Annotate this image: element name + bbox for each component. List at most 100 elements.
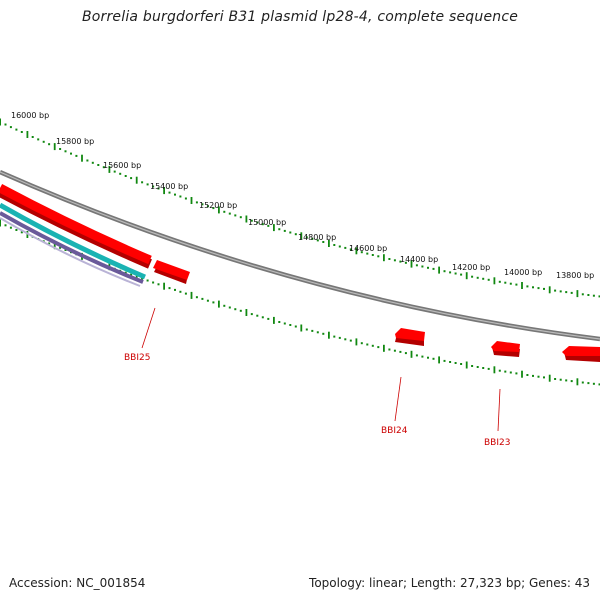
outer-scale-minor-dot — [454, 272, 457, 275]
outer-scale-major-tick — [163, 187, 165, 195]
outer-scale-major-tick — [355, 247, 358, 255]
topology-summary-text: Topology: linear; Length: 27,323 bp; Gen… — [309, 576, 590, 590]
scale-label-14400: 14400 bp — [400, 255, 438, 264]
inner-scale-minor-dot — [311, 329, 314, 332]
inner-scale-minor-dot — [4, 224, 7, 227]
inner-scale-minor-dot — [201, 297, 204, 300]
scale-label-14800: 14800 bp — [298, 233, 336, 242]
outer-scale-minor-dot — [289, 231, 292, 234]
outer-scale-minor-dot — [48, 143, 51, 146]
outer-scale-minor-dot — [487, 278, 490, 281]
inner-scale-major-tick — [300, 324, 303, 332]
inner-scale-minor-dot — [344, 338, 347, 341]
outer-scale-minor-dot — [212, 207, 215, 210]
outer-scale-minor-dot — [388, 258, 391, 260]
outer-scale-minor-dot — [294, 233, 297, 236]
inner-scale-minor-dot — [509, 371, 512, 374]
inner-scale-minor-dot — [443, 359, 446, 362]
inner-scale-minor-dot — [581, 381, 584, 384]
outer-scale-major-tick — [0, 118, 1, 126]
outer-scale-major-tick — [218, 206, 220, 214]
outer-scale-minor-dot — [498, 280, 501, 283]
inner-scale-minor-dot — [338, 336, 341, 339]
outer-scale-minor-dot — [250, 219, 253, 222]
accession-text: Accession: NC_001854 — [9, 576, 146, 590]
outer-scale-major-tick — [493, 277, 496, 285]
outer-scale-minor-dot — [476, 276, 479, 279]
gene-bbi25 — [153, 260, 190, 280]
inner-scale-minor-dot — [15, 229, 18, 231]
bbi23-leader-line — [497, 388, 501, 432]
inner-scale-minor-dot — [294, 325, 297, 328]
bbi25-leader-line — [141, 307, 156, 349]
inner-scale-minor-dot — [482, 367, 485, 369]
outer-scale-minor-dot — [179, 195, 182, 198]
backbone-arc — [0, 169, 600, 342]
inner-scale-minor-dot — [157, 283, 160, 286]
inner-scale-minor-dot — [360, 342, 363, 345]
outer-scale-minor-dot — [42, 140, 45, 143]
inner-scale-minor-dot — [239, 309, 242, 312]
inner-scale-minor-dot — [515, 372, 518, 375]
inner-scale-minor-dot — [427, 356, 429, 359]
scale-label-16000: 16000 bp — [11, 111, 49, 120]
outer-scale-minor-dot — [59, 148, 62, 150]
outer-scale-minor-dot — [201, 203, 204, 206]
inner-scale-minor-dot — [228, 306, 231, 309]
outer-scale-major-tick — [300, 232, 303, 240]
outer-scale-minor-dot — [344, 246, 347, 249]
inner-scale-major-tick — [135, 273, 138, 281]
outer-scale-minor-dot — [152, 185, 155, 188]
inner-scale-minor-dot — [59, 246, 62, 249]
outer-scale-minor-dot — [261, 223, 264, 226]
inner-scale-minor-dot — [537, 375, 540, 378]
inner-scale-minor-dot — [421, 355, 424, 358]
inner-scale-minor-dot — [124, 271, 127, 274]
outer-scale-minor-dot — [141, 181, 144, 184]
outer-scale-minor-dot — [554, 289, 557, 292]
inner-scale-minor-dot — [487, 367, 490, 370]
outer-scale-minor-dot — [168, 191, 171, 194]
inner-scale-minor-dot — [146, 279, 149, 282]
inner-scale-minor-dot — [504, 370, 507, 373]
inner-scale-minor-dot — [289, 324, 292, 326]
inner-scale-minor-dot — [587, 382, 590, 385]
inner-scale-minor-dot — [432, 357, 435, 360]
outer-scale-minor-dot — [449, 271, 452, 274]
inner-scale-minor-dot — [48, 242, 51, 245]
outer-scale-minor-dot — [581, 293, 584, 296]
outer-scale-major-tick — [548, 286, 551, 294]
inner-scale-minor-dot — [570, 380, 573, 383]
outer-scale-minor-dot — [70, 152, 72, 155]
scale-label-14200: 14200 bp — [452, 263, 490, 272]
inner-scale-minor-dot — [471, 365, 474, 367]
outer-scale-minor-dot — [443, 270, 446, 273]
outer-scale-minor-dot — [432, 267, 435, 270]
inner-scale-minor-dot — [399, 350, 402, 353]
outer-scale-minor-dot — [20, 131, 23, 133]
map-title: Borrelia burgdorferi B31 plasmid lp28-4,… — [81, 9, 519, 25]
inner-scale-minor-dot — [234, 308, 237, 311]
inner-scale-minor-dot — [278, 321, 281, 323]
inner-scale-minor-dot — [377, 346, 380, 349]
outer-scale-minor-dot — [598, 295, 600, 298]
gene-label-bbi25: BBI25 — [124, 353, 150, 363]
outer-scale-major-tick — [108, 165, 111, 173]
outer-scale-minor-dot — [130, 177, 133, 180]
outer-scale-minor-dot — [31, 136, 34, 138]
inner-scale-major-tick — [438, 356, 440, 364]
outer-scale-minor-dot — [399, 260, 402, 263]
inner-scale-minor-dot — [559, 378, 562, 381]
outer-scale-minor-dot — [570, 291, 573, 294]
inner-scale-minor-dot — [554, 378, 557, 380]
inner-scale-minor-dot — [388, 348, 391, 351]
outer-scale-minor-dot — [86, 159, 89, 162]
inner-scale-minor-dot — [565, 379, 568, 382]
outer-scale-minor-dot — [228, 212, 231, 215]
inner-scale-major-tick — [521, 370, 523, 378]
outer-scale-minor-dot — [305, 236, 308, 239]
inner-scale-major-tick — [355, 338, 358, 346]
scale-label-13800: 13800 bp — [556, 271, 594, 280]
inner-scale-major-tick — [493, 366, 496, 374]
outer-scale-major-tick — [328, 240, 330, 247]
